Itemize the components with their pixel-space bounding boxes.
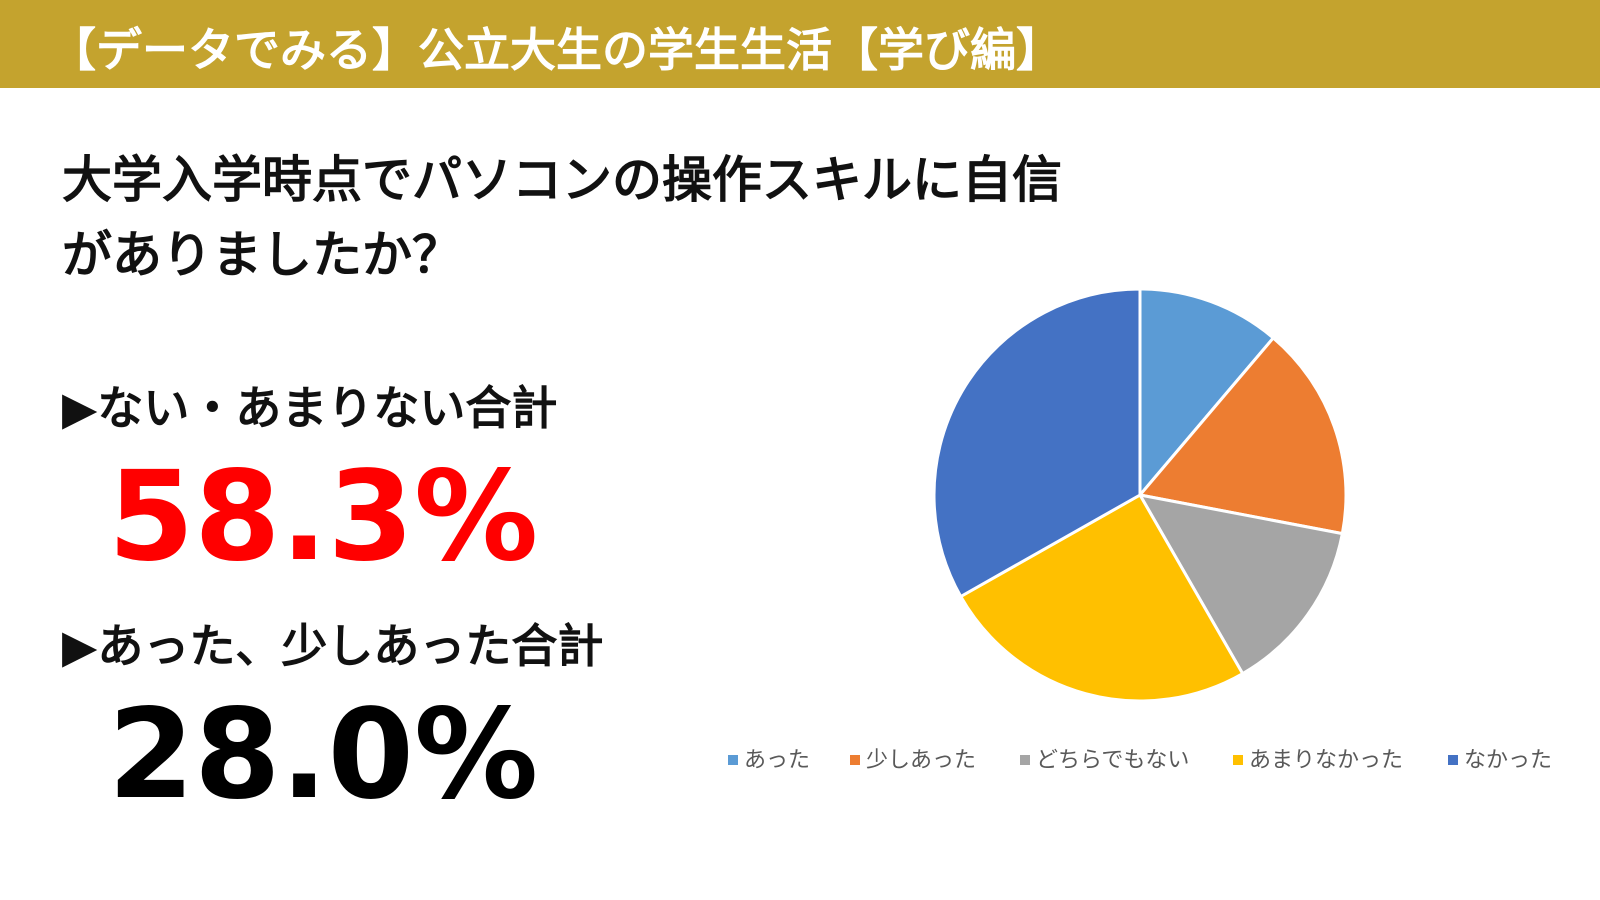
legend-label: なかった: [1464, 748, 1552, 773]
legend-swatch: [1020, 755, 1030, 765]
legend-swatch: [1233, 755, 1243, 765]
summary-value: 58.3%: [108, 445, 539, 589]
legend-swatch: [728, 755, 738, 765]
header-title: 【データでみる】公立大生の学生生活【学び編】: [50, 23, 1062, 77]
summary-label: ▶あった、少しあった合計: [62, 619, 604, 673]
pie-slice: [1137, 335, 1348, 536]
summary-value: 28.0%: [108, 683, 539, 827]
legend-label: どちらでもない: [1036, 748, 1189, 773]
legend-swatch: [1448, 755, 1458, 765]
legend-label: あった: [744, 748, 810, 773]
legend-swatch: [850, 755, 860, 765]
pie-slice: [932, 287, 1142, 599]
question: 大学入学時点でパソコンの操作スキルに自信: [62, 151, 1062, 209]
question: がありましたか？: [62, 226, 462, 284]
pie-slice: [1138, 287, 1276, 500]
header-bar: 【データでみる】公立大生の学生生活【学び編】: [0, 0, 1600, 88]
pie-slice: [958, 492, 1245, 703]
legend-label: 少しあった: [866, 748, 976, 773]
legend-label: あまりなかった: [1249, 748, 1403, 773]
summary-label: ▶ない・あまりない合計: [62, 381, 558, 435]
pie-slice: [1137, 492, 1345, 676]
